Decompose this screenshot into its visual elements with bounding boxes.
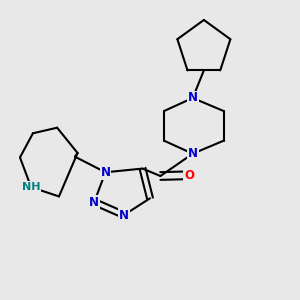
- Text: N: N: [188, 147, 198, 160]
- Text: N: N: [89, 196, 99, 208]
- Text: NH: NH: [22, 182, 40, 192]
- Text: O: O: [184, 169, 194, 182]
- Text: N: N: [188, 92, 198, 104]
- Text: N: N: [119, 208, 129, 221]
- Text: N: N: [100, 166, 110, 179]
